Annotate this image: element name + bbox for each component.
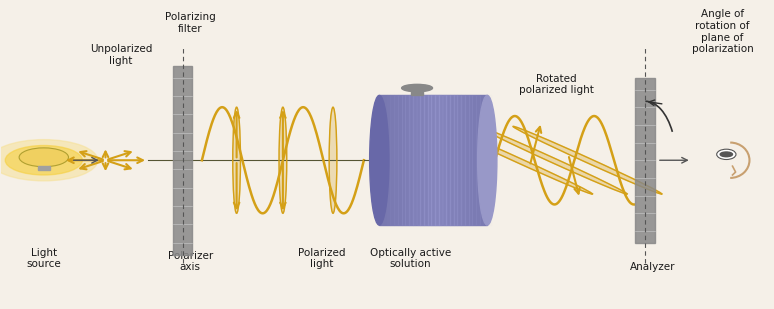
Ellipse shape xyxy=(717,149,736,159)
Bar xyxy=(457,95,461,225)
Bar xyxy=(461,95,465,225)
Bar xyxy=(428,95,431,225)
Bar xyxy=(379,95,383,225)
Bar xyxy=(409,95,413,225)
Text: Optically active
solution: Optically active solution xyxy=(369,248,450,269)
Bar xyxy=(472,95,476,225)
Bar xyxy=(476,95,480,225)
Ellipse shape xyxy=(478,126,627,194)
FancyBboxPatch shape xyxy=(379,95,488,225)
Text: Analyzer: Analyzer xyxy=(630,262,676,272)
Ellipse shape xyxy=(444,126,593,194)
Text: Light
source: Light source xyxy=(26,248,61,269)
Bar xyxy=(480,95,484,225)
Bar xyxy=(454,95,457,225)
Circle shape xyxy=(720,152,732,157)
Bar xyxy=(465,95,468,225)
Ellipse shape xyxy=(370,95,389,225)
Text: Polarizing
filter: Polarizing filter xyxy=(165,12,216,33)
Ellipse shape xyxy=(329,107,337,213)
Bar xyxy=(431,95,435,225)
Bar xyxy=(468,95,472,225)
Bar xyxy=(420,95,424,225)
Circle shape xyxy=(0,140,98,181)
Bar xyxy=(424,95,427,225)
Ellipse shape xyxy=(478,95,497,225)
Bar xyxy=(411,88,423,95)
Ellipse shape xyxy=(402,84,433,92)
Bar xyxy=(383,95,386,225)
Bar xyxy=(450,95,454,225)
Ellipse shape xyxy=(279,107,286,213)
Bar xyxy=(394,95,398,225)
Circle shape xyxy=(19,148,68,167)
Bar xyxy=(443,95,446,225)
Bar xyxy=(406,95,409,225)
Bar xyxy=(484,95,487,225)
Text: Unpolarized
light: Unpolarized light xyxy=(90,44,152,66)
Circle shape xyxy=(5,146,82,175)
Bar xyxy=(390,95,394,225)
Text: Angle of
rotation of
plane of
polarization: Angle of rotation of plane of polarizati… xyxy=(692,9,753,54)
Ellipse shape xyxy=(233,107,241,213)
FancyBboxPatch shape xyxy=(635,78,656,243)
Text: Polarizer
axis: Polarizer axis xyxy=(168,251,213,272)
Bar xyxy=(439,95,443,225)
Bar xyxy=(402,95,406,225)
Bar xyxy=(413,95,416,225)
FancyBboxPatch shape xyxy=(173,66,192,255)
Bar xyxy=(387,95,390,225)
Bar xyxy=(435,95,439,225)
Bar xyxy=(447,95,450,225)
Ellipse shape xyxy=(513,126,662,194)
Bar xyxy=(38,167,50,170)
Text: Rotated
polarized light: Rotated polarized light xyxy=(519,74,594,95)
Text: Polarized
light: Polarized light xyxy=(298,248,345,269)
Bar xyxy=(416,95,420,225)
Bar xyxy=(398,95,402,225)
Bar xyxy=(488,95,491,225)
